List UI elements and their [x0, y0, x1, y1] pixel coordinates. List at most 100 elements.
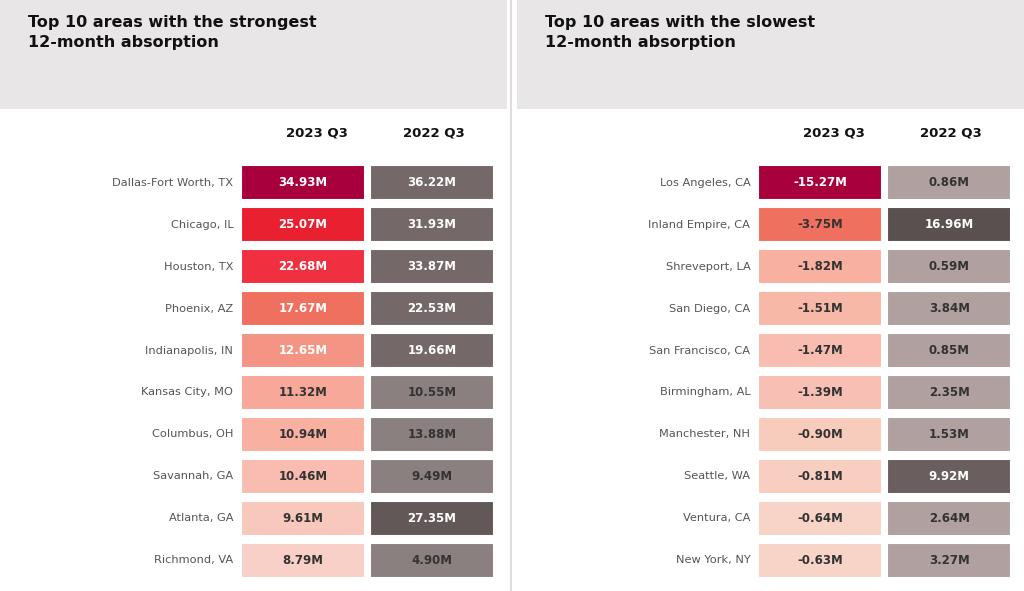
Text: San Francisco, CA: San Francisco, CA — [649, 346, 751, 356]
FancyBboxPatch shape — [0, 0, 507, 109]
Text: New York, NY: New York, NY — [676, 556, 751, 566]
Text: 22.53M: 22.53M — [408, 302, 457, 315]
FancyBboxPatch shape — [370, 543, 495, 577]
FancyBboxPatch shape — [370, 375, 495, 410]
Text: Richmond, VA: Richmond, VA — [154, 556, 233, 566]
FancyBboxPatch shape — [370, 249, 495, 284]
FancyBboxPatch shape — [887, 417, 1012, 452]
Text: 0.86M: 0.86M — [929, 176, 970, 189]
FancyBboxPatch shape — [370, 501, 495, 535]
Text: 2023 Q3: 2023 Q3 — [286, 126, 348, 139]
FancyBboxPatch shape — [758, 333, 882, 368]
FancyBboxPatch shape — [241, 543, 365, 577]
Text: -15.27M: -15.27M — [793, 176, 847, 189]
FancyBboxPatch shape — [241, 207, 365, 242]
Text: Atlanta, GA: Atlanta, GA — [169, 514, 233, 524]
FancyBboxPatch shape — [758, 249, 882, 284]
Text: 19.66M: 19.66M — [408, 344, 457, 357]
Text: 1.53M: 1.53M — [929, 428, 970, 441]
FancyBboxPatch shape — [887, 333, 1012, 368]
Text: 9.61M: 9.61M — [283, 512, 324, 525]
FancyBboxPatch shape — [887, 501, 1012, 535]
FancyBboxPatch shape — [370, 291, 495, 326]
FancyBboxPatch shape — [887, 543, 1012, 577]
Text: 33.87M: 33.87M — [408, 260, 457, 273]
Text: Seattle, WA: Seattle, WA — [684, 472, 751, 482]
Text: 34.93M: 34.93M — [279, 176, 328, 189]
Text: Top 10 areas with the slowest
12-month absorption: Top 10 areas with the slowest 12-month a… — [545, 15, 815, 50]
Text: 11.32M: 11.32M — [279, 386, 328, 399]
Text: 2022 Q3: 2022 Q3 — [920, 126, 981, 139]
Text: 10.55M: 10.55M — [408, 386, 457, 399]
FancyBboxPatch shape — [241, 333, 365, 368]
Text: Dallas-Fort Worth, TX: Dallas-Fort Worth, TX — [113, 178, 233, 188]
Text: Inland Empire, CA: Inland Empire, CA — [648, 220, 751, 230]
Text: 3.27M: 3.27M — [929, 554, 970, 567]
FancyBboxPatch shape — [241, 375, 365, 410]
FancyBboxPatch shape — [517, 0, 1024, 109]
FancyBboxPatch shape — [370, 165, 495, 200]
Text: Los Angeles, CA: Los Angeles, CA — [659, 178, 751, 188]
Text: -1.39M: -1.39M — [797, 386, 843, 399]
FancyBboxPatch shape — [758, 375, 882, 410]
Text: Manchester, NH: Manchester, NH — [659, 430, 751, 440]
Text: -0.81M: -0.81M — [797, 470, 843, 483]
Text: 13.88M: 13.88M — [408, 428, 457, 441]
Text: -0.90M: -0.90M — [797, 428, 843, 441]
Text: Indianapolis, IN: Indianapolis, IN — [145, 346, 233, 356]
Text: Kansas City, MO: Kansas City, MO — [141, 388, 233, 398]
Text: Ventura, CA: Ventura, CA — [683, 514, 751, 524]
FancyBboxPatch shape — [758, 543, 882, 577]
FancyBboxPatch shape — [758, 501, 882, 535]
Text: 36.22M: 36.22M — [408, 176, 457, 189]
Text: 4.90M: 4.90M — [412, 554, 453, 567]
Text: 27.35M: 27.35M — [408, 512, 457, 525]
FancyBboxPatch shape — [370, 207, 495, 242]
FancyBboxPatch shape — [758, 165, 882, 200]
Text: 22.68M: 22.68M — [279, 260, 328, 273]
FancyBboxPatch shape — [887, 165, 1012, 200]
Text: 25.07M: 25.07M — [279, 218, 328, 231]
FancyBboxPatch shape — [241, 459, 365, 493]
FancyBboxPatch shape — [758, 459, 882, 493]
FancyBboxPatch shape — [241, 249, 365, 284]
Text: 12.65M: 12.65M — [279, 344, 328, 357]
Text: 2023 Q3: 2023 Q3 — [803, 126, 865, 139]
Text: 10.46M: 10.46M — [279, 470, 328, 483]
Text: 9.49M: 9.49M — [412, 470, 453, 483]
FancyBboxPatch shape — [887, 375, 1012, 410]
Text: 3.84M: 3.84M — [929, 302, 970, 315]
FancyBboxPatch shape — [758, 417, 882, 452]
Text: -1.82M: -1.82M — [797, 260, 843, 273]
Text: Shreveport, LA: Shreveport, LA — [666, 262, 751, 272]
Text: San Diego, CA: San Diego, CA — [669, 304, 751, 314]
FancyBboxPatch shape — [887, 291, 1012, 326]
Text: 17.67M: 17.67M — [279, 302, 328, 315]
Text: Chicago, IL: Chicago, IL — [171, 220, 233, 230]
Text: -0.64M: -0.64M — [797, 512, 843, 525]
Text: Birmingham, AL: Birmingham, AL — [659, 388, 751, 398]
Text: 0.85M: 0.85M — [929, 344, 970, 357]
Text: 2.35M: 2.35M — [929, 386, 970, 399]
Text: -1.47M: -1.47M — [797, 344, 843, 357]
Text: 16.96M: 16.96M — [925, 218, 974, 231]
Text: 2.64M: 2.64M — [929, 512, 970, 525]
Text: -0.63M: -0.63M — [797, 554, 843, 567]
Text: Columbus, OH: Columbus, OH — [152, 430, 233, 440]
Text: -3.75M: -3.75M — [797, 218, 843, 231]
FancyBboxPatch shape — [370, 417, 495, 452]
FancyBboxPatch shape — [887, 459, 1012, 493]
FancyBboxPatch shape — [241, 165, 365, 200]
FancyBboxPatch shape — [241, 417, 365, 452]
FancyBboxPatch shape — [241, 291, 365, 326]
Text: 31.93M: 31.93M — [408, 218, 457, 231]
FancyBboxPatch shape — [370, 459, 495, 493]
Text: 9.92M: 9.92M — [929, 470, 970, 483]
Text: Savannah, GA: Savannah, GA — [153, 472, 233, 482]
FancyBboxPatch shape — [887, 249, 1012, 284]
Text: 10.94M: 10.94M — [279, 428, 328, 441]
FancyBboxPatch shape — [241, 501, 365, 535]
FancyBboxPatch shape — [370, 333, 495, 368]
FancyBboxPatch shape — [758, 207, 882, 242]
Text: 0.59M: 0.59M — [929, 260, 970, 273]
